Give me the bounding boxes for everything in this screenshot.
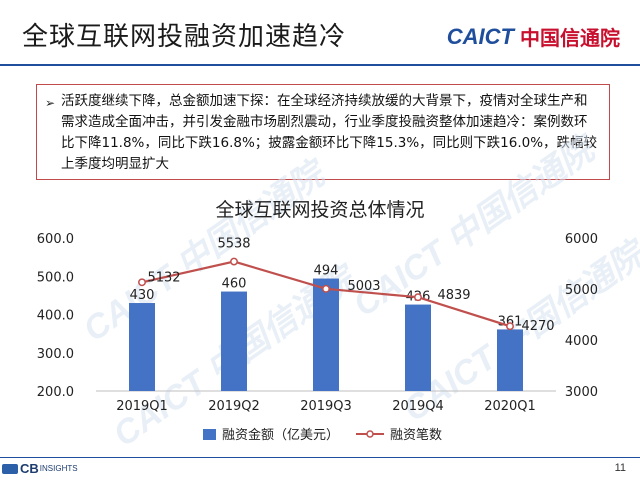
line-value-label: 5132: [147, 270, 180, 285]
bar-value-label: 430: [130, 288, 155, 303]
bar: [129, 303, 155, 391]
bar-value-label: 460: [222, 277, 247, 292]
line-point: [138, 278, 146, 287]
line-value-label: 5003: [347, 279, 380, 294]
line-value-label: 4270: [521, 319, 554, 334]
y-left-tick-label: 300.0: [37, 347, 74, 362]
logo-text-cn: 中国信通院: [520, 26, 620, 50]
line-point: [506, 322, 514, 331]
bar: [313, 278, 339, 391]
line-point: [322, 284, 330, 293]
bar: [497, 329, 523, 391]
x-tick-label: 2019Q2: [208, 399, 260, 414]
y-left-tick-label: 500.0: [37, 270, 74, 285]
line-point: [230, 257, 238, 266]
y-left-tick-label: 400.0: [37, 309, 74, 324]
y-left-tick-label: 600.0: [37, 232, 74, 247]
y-right-tick-label: 6000: [565, 232, 598, 247]
bar-value-label: 361: [498, 314, 523, 329]
y-right-tick-label: 4000: [565, 334, 598, 349]
x-tick-label: 2019Q3: [300, 399, 352, 414]
y-left-tick-label: 200.0: [37, 385, 74, 400]
x-tick-label: 2019Q1: [116, 399, 168, 414]
summary-text: 活跃度继续下降，总金额加速下探：在全球经济持续放缓的大背景下，疫情对全球生产和需…: [61, 93, 598, 172]
bullet-arrow-icon: ➢: [45, 96, 56, 110]
chart-title: 全球互联网投资总体情况: [215, 199, 424, 221]
y-right-tick-label: 3000: [565, 385, 598, 400]
bar-value-label: 494: [314, 264, 339, 279]
x-tick-label: 2019Q4: [392, 399, 444, 414]
legend-line-marker: [366, 430, 374, 438]
cb-logo-subtext: INSIGHTS: [39, 464, 78, 473]
summary-box: ➢ 活跃度继续下降，总金额加速下探：在全球经济持续放缓的大背景下，疫情对全球生产…: [36, 84, 610, 180]
line-value-label: 4839: [437, 288, 470, 303]
bar: [221, 291, 247, 391]
logo-text-en: CAICT: [446, 23, 514, 49]
line-value-label: 5538: [217, 237, 250, 252]
y-right-tick-label: 5000: [565, 283, 598, 298]
footer-divider: [0, 457, 640, 458]
page-number: 11: [614, 462, 626, 474]
caict-logo: CAICT 中国信通院: [447, 22, 620, 51]
cb-logo-text: CB: [20, 461, 39, 476]
legend-bar-label: 融资金额（亿美元）: [222, 427, 339, 443]
slide-title: 全球互联网投融资加速趋冷: [22, 22, 347, 52]
cb-logo-icon: [2, 463, 18, 474]
title-divider: [0, 64, 640, 66]
bar: [405, 304, 431, 391]
line-point: [414, 293, 422, 302]
legend-bar-swatch: [203, 429, 216, 440]
investment-chart: 全球互联网投资总体情况 200.0 300.0 400.0 500.0 600.0 3000…: [37, 199, 598, 443]
legend-line-label: 融资笔数: [390, 427, 442, 443]
cb-insights-logo: CB INSIGHTS: [2, 461, 78, 476]
x-tick-label: 2020Q1: [484, 399, 536, 414]
